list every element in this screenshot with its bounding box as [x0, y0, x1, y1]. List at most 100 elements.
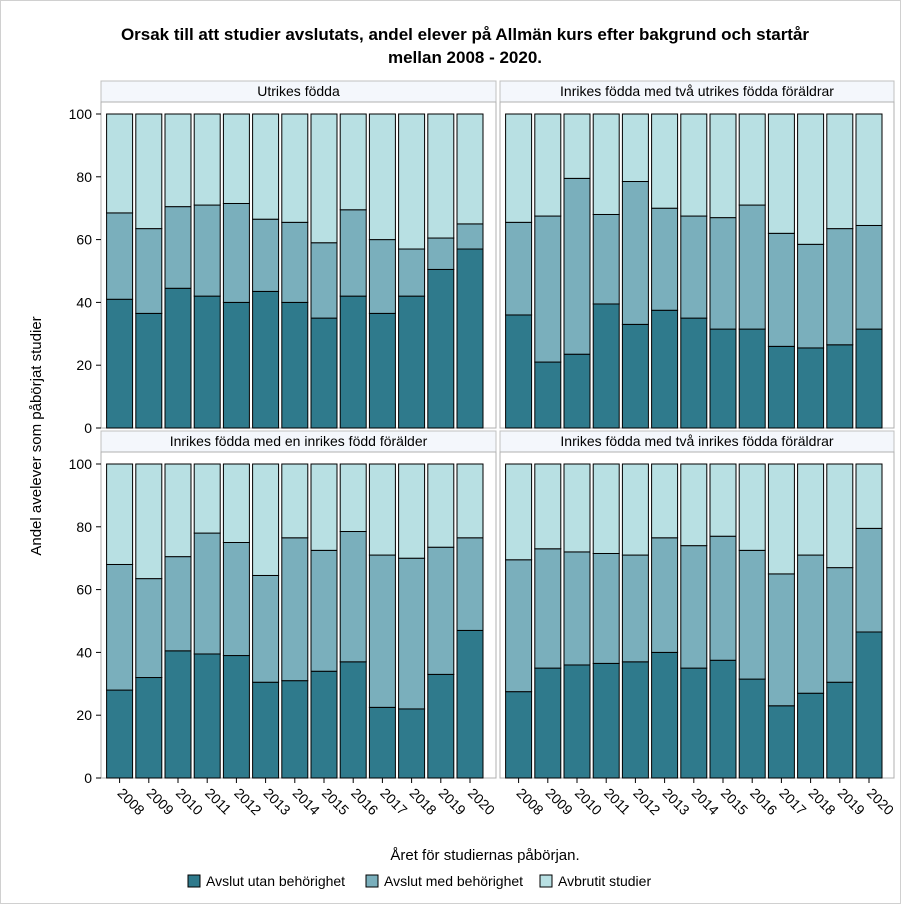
bar-avbrutit-studier-2016 [339, 463, 367, 533]
bar-avslut-med-behorighet-2017 [368, 554, 396, 708]
bar-avslut-med-behorighet-2010 [164, 206, 192, 289]
bar-avslut-utan-behorighet-2015 [709, 659, 737, 779]
bar-avslut-med-behorighet-2020 [855, 224, 883, 330]
bar-avslut-med-behorighet-2017 [767, 232, 795, 347]
bar-avbrutit-studier-2013 [651, 463, 679, 539]
bar-avslut-utan-behorighet-2018 [797, 347, 825, 429]
bar-avslut-med-behorighet-2011 [193, 532, 221, 655]
bar-avbrutit-studier-2015 [709, 113, 737, 219]
bar-avslut-utan-behorighet-2009 [135, 677, 163, 779]
legend-label: Avslut med behörighet [384, 873, 523, 889]
bar-avbrutit-studier-2008 [505, 113, 533, 223]
bar-avslut-utan-behorighet-2010 [563, 353, 591, 429]
legend-label: Avslut utan behörighet [206, 873, 345, 889]
bar-avbrutit-studier-2008 [505, 463, 533, 561]
bar-avslut-utan-behorighet-2017 [368, 312, 396, 429]
bar-avslut-utan-behorighet-2014 [680, 317, 708, 429]
chart-title-line-2: mellan 2008 - 2020. [388, 48, 542, 67]
bar-avbrutit-studier-2013 [252, 463, 280, 576]
bar-avslut-utan-behorighet-2013 [252, 681, 280, 779]
bar-avslut-med-behorighet-2015 [310, 242, 338, 319]
bar-avslut-utan-behorighet-2009 [534, 667, 562, 779]
panel-grid: Utrikes födda 0 20 40 60 80 100 Inrikes födda m… [69, 80, 897, 818]
y-tick-label: 80 [76, 169, 92, 185]
bar-avbrutit-studier-2014 [281, 113, 309, 223]
bar-avbrutit-studier-2016 [738, 113, 766, 206]
bar-avslut-utan-behorighet-2011 [193, 653, 221, 779]
bar-avslut-med-behorighet-2008 [505, 221, 533, 316]
bar-avbrutit-studier-2010 [164, 113, 192, 208]
bar-avbrutit-studier-2012 [621, 113, 649, 183]
bar-avslut-utan-behorighet-2016 [738, 328, 766, 429]
bar-avslut-med-behorighet-2014 [680, 215, 708, 319]
bar-avbrutit-studier-2015 [709, 463, 737, 537]
bar-avslut-utan-behorighet-2015 [310, 670, 338, 779]
bar-avslut-utan-behorighet-2019 [427, 268, 455, 429]
bar-avslut-med-behorighet-2009 [534, 215, 562, 363]
bar-avslut-med-behorighet-2015 [310, 549, 338, 672]
bar-avslut-med-behorighet-2009 [135, 228, 163, 314]
x-axis-label: Året för studiernas påbörjan. [390, 847, 579, 864]
bar-avbrutit-studier-2019 [826, 113, 854, 230]
bar-avslut-med-behorighet-2012 [621, 554, 649, 663]
bar-avslut-utan-behorighet-2010 [164, 650, 192, 779]
bar-avslut-utan-behorighet-2015 [709, 328, 737, 429]
bar-avslut-utan-behorighet-2019 [427, 673, 455, 779]
bar-avbrutit-studier-2009 [135, 113, 163, 230]
bar-avslut-utan-behorighet-2008 [505, 691, 533, 779]
legend-label: Avbrutit studier [558, 873, 651, 889]
bar-avbrutit-studier-2013 [252, 113, 280, 220]
bar-avslut-med-behorighet-2019 [427, 237, 455, 270]
bar-avslut-med-behorighet-2019 [826, 228, 854, 346]
y-tick-label: 0 [84, 420, 92, 436]
bar-avslut-utan-behorighet-2008 [505, 314, 533, 429]
bar-avbrutit-studier-2012 [222, 113, 250, 204]
legend-item-avslut-utan-behorighet: Avslut utan behörighet [187, 873, 345, 889]
bar-avslut-med-behorighet-2018 [398, 557, 426, 710]
bar-avbrutit-studier-2020 [855, 463, 883, 529]
bar-avslut-med-behorighet-2019 [427, 546, 455, 675]
bar-avslut-utan-behorighet-2020 [855, 328, 883, 429]
bar-avslut-med-behorighet-2008 [505, 559, 533, 693]
bar-avbrutit-studier-2018 [797, 463, 825, 556]
bar-avbrutit-studier-2012 [222, 463, 250, 543]
bar-avslut-utan-behorighet-2020 [855, 631, 883, 779]
bar-avslut-med-behorighet-2011 [592, 552, 620, 664]
bar-avslut-med-behorighet-2011 [193, 204, 221, 297]
bar-avslut-med-behorighet-2016 [738, 549, 766, 680]
bar-avbrutit-studier-2019 [427, 113, 455, 239]
bar-avslut-med-behorighet-2010 [164, 556, 192, 652]
bar-avbrutit-studier-2014 [680, 113, 708, 217]
bar-avbrutit-studier-2018 [398, 463, 426, 559]
bar-avslut-utan-behorighet-2010 [563, 664, 591, 779]
bar-avbrutit-studier-2017 [767, 113, 795, 234]
legend-swatch [187, 874, 201, 888]
bar-avslut-med-behorighet-2013 [651, 537, 679, 653]
bar-avbrutit-studier-2010 [164, 463, 192, 558]
bar-avslut-med-behorighet-2018 [398, 248, 426, 297]
bar-avslut-utan-behorighet-2011 [193, 295, 221, 429]
panel-inrikes-fodda-med-en-inrikes-fodd-foralder: Inrikes födda med en inrikes född föräld… [69, 430, 498, 818]
bar-avslut-utan-behorighet-2009 [534, 361, 562, 429]
bar-avbrutit-studier-2020 [456, 463, 484, 539]
bar-avslut-med-behorighet-2013 [252, 218, 280, 292]
bar-avslut-utan-behorighet-2012 [222, 301, 250, 429]
bar-avbrutit-studier-2011 [592, 463, 620, 554]
y-tick-label: 40 [76, 294, 92, 310]
bar-avslut-utan-behorighet-2015 [310, 317, 338, 429]
bar-avslut-med-behorighet-2010 [563, 551, 591, 666]
bar-avbrutit-studier-2010 [563, 113, 591, 179]
bar-avbrutit-studier-2016 [738, 463, 766, 551]
bar-avslut-utan-behorighet-2017 [767, 345, 795, 429]
bar-avslut-med-behorighet-2020 [456, 223, 484, 250]
bar-avslut-utan-behorighet-2010 [164, 287, 192, 429]
bar-avbrutit-studier-2017 [368, 113, 396, 241]
bar-avslut-med-behorighet-2020 [456, 537, 484, 631]
bar-avslut-med-behorighet-2017 [368, 239, 396, 314]
panel-inrikes-fodda-med-tva-utrikes-fodda-foraldrar: Inrikes födda med två utrikes födda förä… [499, 80, 895, 429]
bar-avslut-utan-behorighet-2012 [222, 655, 250, 779]
bar-avslut-utan-behorighet-2008 [106, 298, 134, 429]
bar-avbrutit-studier-2009 [135, 463, 163, 580]
bar-avslut-med-behorighet-2016 [339, 531, 367, 663]
bar-avslut-utan-behorighet-2020 [456, 629, 484, 779]
